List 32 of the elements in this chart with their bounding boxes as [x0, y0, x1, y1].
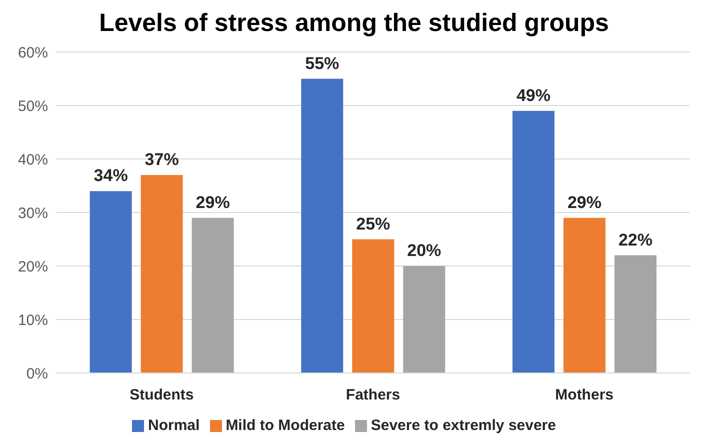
bar [192, 218, 234, 373]
y-tick-label: 0% [26, 365, 48, 382]
bar [512, 110, 554, 373]
y-tick-label: 50% [18, 98, 48, 115]
data-label: 20% [407, 241, 442, 260]
bar [614, 255, 656, 373]
data-label: 29% [567, 192, 602, 212]
chart-title: Levels of stress among the studied groups [98, 8, 610, 39]
bar [90, 191, 132, 373]
data-label: 37% [144, 150, 179, 170]
y-tick-label: 40% [18, 151, 48, 168]
x-tick-label: Mothers [555, 386, 614, 404]
data-label: 55% [305, 54, 340, 73]
data-label: 22% [618, 230, 652, 250]
bar [140, 175, 183, 373]
data-label: 49% [516, 86, 550, 105]
y-tick-label: 10% [18, 312, 48, 329]
y-tick-label: 20% [18, 258, 48, 276]
x-tick-label: Students [130, 386, 194, 404]
legend-label: Normal [148, 417, 200, 434]
y-tick-label: 30% [18, 204, 48, 222]
y-tick-label: 60% [18, 44, 48, 62]
data-label: 25% [356, 214, 390, 234]
bar [563, 218, 606, 373]
legend-label: Mild to Moderate [226, 417, 345, 434]
bar [301, 78, 344, 373]
legend-label: Severe to extremly severe [370, 417, 556, 434]
x-tick-label: Fathers [346, 386, 400, 404]
data-label: 29% [196, 192, 230, 212]
bar [352, 239, 394, 373]
data-label: 34% [94, 166, 128, 186]
bar [403, 266, 446, 373]
